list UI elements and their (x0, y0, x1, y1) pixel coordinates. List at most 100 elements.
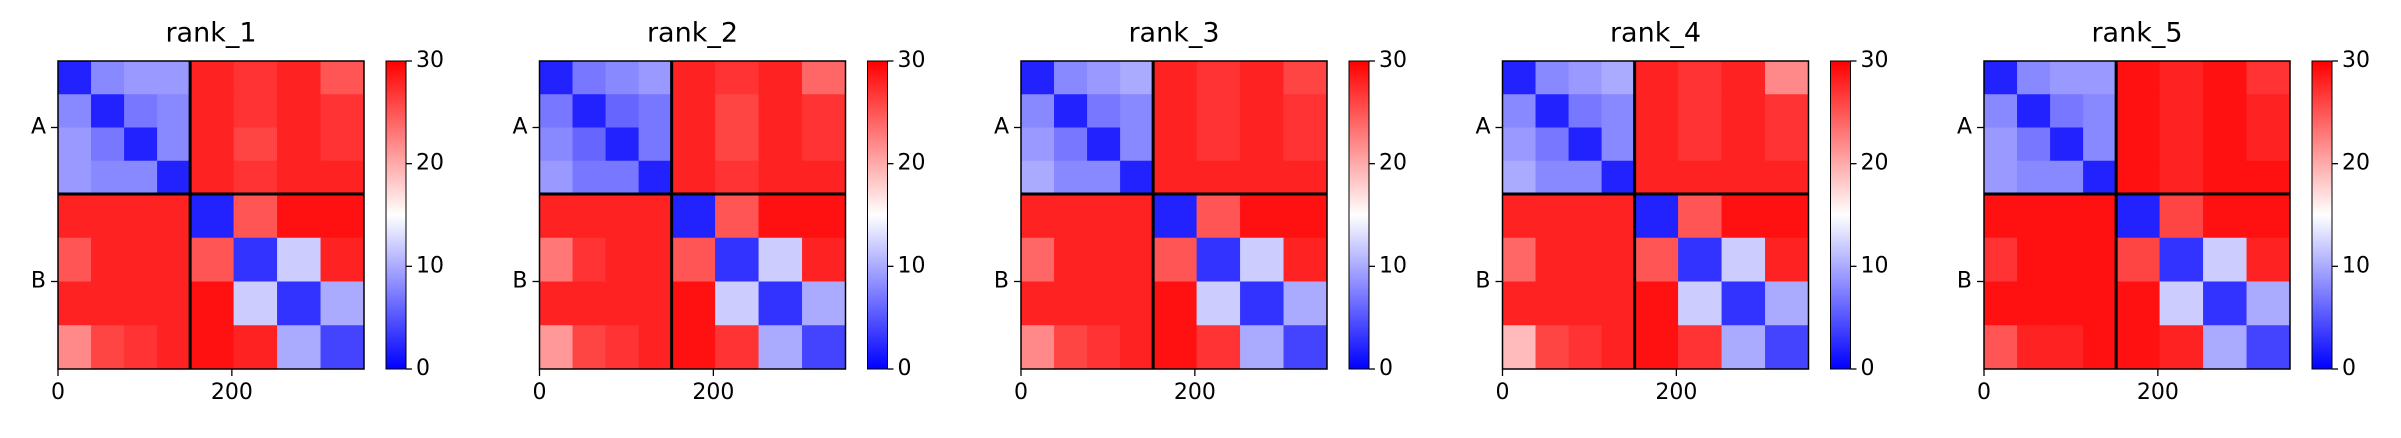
heat-cell (233, 61, 278, 95)
plot-frame (1020, 60, 1328, 370)
panel-title: rank_2 (647, 18, 738, 49)
heat-cell (1601, 61, 1636, 95)
heat-cell (572, 237, 607, 282)
heat-cell (1196, 325, 1241, 370)
heat-cell (715, 281, 760, 326)
heat-cell (1087, 61, 1121, 95)
heat-cell (1240, 127, 1285, 162)
heat-cell (2017, 160, 2051, 195)
heat-cell (277, 127, 322, 162)
heat-cell (2116, 127, 2161, 162)
heat-cell (1568, 127, 1603, 162)
heat-cell (157, 281, 191, 326)
heat-cell (1601, 281, 1636, 326)
heat-cell (1240, 160, 1285, 195)
heat-cell (1120, 61, 1154, 95)
heat-cell (2017, 281, 2051, 326)
heat-cell (157, 61, 191, 95)
heat-cell (233, 127, 278, 162)
heat-cell (91, 61, 125, 95)
colorbar-tick-label: 30 (898, 48, 926, 73)
heat-cell (539, 94, 574, 128)
heat-cell (124, 61, 158, 95)
heat-cell (58, 94, 92, 128)
colorbar-tick-label: 0 (416, 356, 430, 381)
heat-cell (1721, 94, 1766, 128)
heat-cell (715, 160, 760, 195)
heat-cell (715, 237, 760, 282)
heat-cell (1634, 281, 1679, 326)
heat-cell (1021, 160, 1055, 195)
heat-cell (58, 61, 92, 95)
heat-cell (1765, 237, 1809, 282)
y-tick-label: B (512, 269, 527, 294)
heat-cell (2159, 194, 2204, 239)
heat-cell (1087, 94, 1121, 128)
heat-cell (1240, 61, 1285, 95)
heat-cell (638, 237, 673, 282)
heat-cell (1240, 325, 1285, 370)
colorbar-tick-label: 20 (2342, 151, 2370, 176)
heat-cell (190, 281, 235, 326)
colorbar-tick-label: 20 (898, 151, 926, 176)
heat-cell (1087, 237, 1121, 282)
heat-cell (1984, 237, 2018, 282)
heat-cell (1535, 325, 1570, 370)
heat-cell (1535, 94, 1570, 128)
heat-cell (2050, 281, 2084, 326)
heat-cell (715, 127, 760, 162)
heat-cell (2017, 194, 2051, 239)
heat-cell (1054, 281, 1088, 326)
heat-cell (605, 281, 640, 326)
heat-cell (2246, 61, 2291, 95)
heat-cell (1765, 61, 1809, 95)
heat-cell (1196, 127, 1241, 162)
heat-cell (638, 94, 673, 128)
heat-cell (190, 61, 235, 95)
heat-cell (190, 127, 235, 162)
heat-cell (572, 194, 607, 239)
heat-cell (1601, 237, 1636, 282)
heat-cell (1678, 237, 1723, 282)
heat-cell (320, 281, 365, 326)
heat-cell (1535, 160, 1570, 195)
heat-cell (758, 160, 803, 195)
panel-title: rank_3 (1128, 18, 1219, 49)
heat-cell (1568, 160, 1603, 195)
y-tick-label: B (994, 269, 1009, 294)
heat-cell (1153, 160, 1198, 195)
x-tick-label: 0 (1014, 380, 1028, 405)
heat-cell (320, 160, 365, 195)
plot-frame (57, 60, 365, 370)
heat-cell (1634, 237, 1679, 282)
heat-cell (2246, 127, 2291, 162)
heat-cell (539, 160, 574, 195)
heat-cell (2246, 160, 2291, 195)
heat-cell (2083, 94, 2117, 128)
heat-cell (91, 160, 125, 195)
heat-cell (1535, 237, 1570, 282)
heat-cell (2203, 94, 2248, 128)
heat-cell (1196, 160, 1241, 195)
heat-cell (1678, 61, 1723, 95)
heat-cell (2116, 237, 2161, 282)
heat-cell (320, 325, 365, 370)
heat-cell (1535, 61, 1570, 95)
heat-cell (1240, 237, 1285, 282)
heat-cell (1120, 281, 1154, 326)
heat-cell (1153, 281, 1198, 326)
heat-cell (2116, 160, 2161, 195)
colorbar-tick-label: 30 (1379, 48, 1407, 73)
heat-cell (1678, 127, 1723, 162)
heat-cell (1765, 127, 1809, 162)
heat-cell (605, 194, 640, 239)
heat-cell (1283, 61, 1328, 95)
x-tick-label: 0 (1496, 380, 1510, 405)
heat-cell (2246, 194, 2291, 239)
heat-cell (2083, 127, 2117, 162)
heat-cell (1054, 160, 1088, 195)
colorbar-tick-label: 10 (1861, 253, 1889, 278)
heat-cell (715, 61, 760, 95)
heat-cell (1153, 127, 1198, 162)
heat-cell (1568, 94, 1603, 128)
